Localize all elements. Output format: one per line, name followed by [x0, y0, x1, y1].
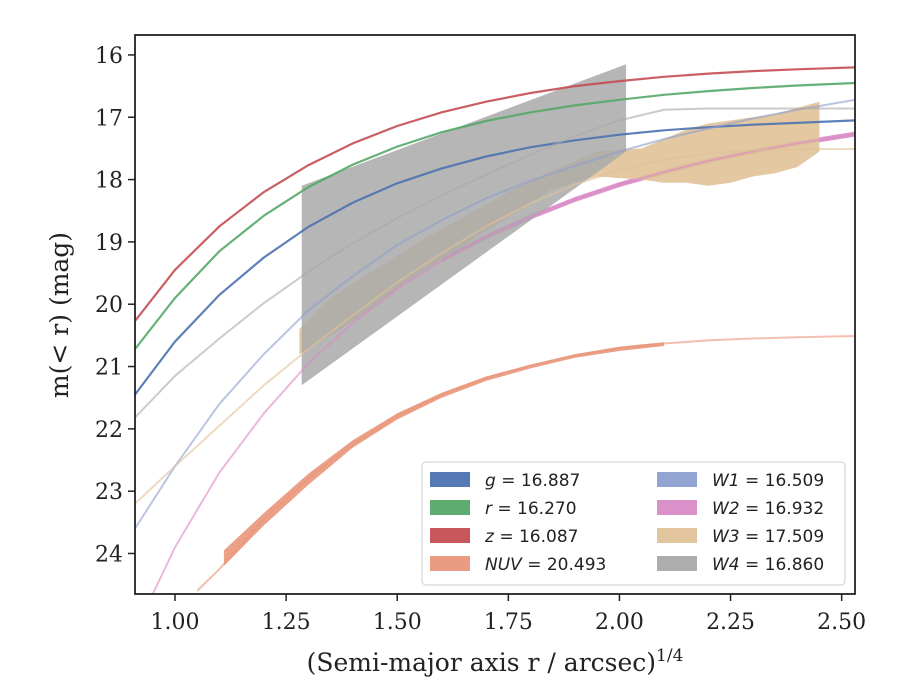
y-tick-label: 17 [95, 106, 123, 131]
fit-line-z [135, 66, 855, 322]
y-tick-label: 23 [95, 480, 123, 505]
fit-line-w1 [135, 98, 855, 530]
y-axis-title: m(< r) (mag) [45, 232, 74, 398]
legend-swatch-w2 [657, 500, 697, 515]
x-axis-title: (Semi-major axis r / arcsec)1/4 [307, 646, 684, 677]
x-tick-label: 1.00 [151, 610, 200, 635]
legend-swatch-r [430, 500, 470, 515]
legend-swatch-w4 [657, 556, 697, 571]
legend-box [421, 461, 846, 586]
y-tick-label: 22 [95, 418, 123, 443]
fit-line-w4 [135, 107, 855, 419]
legend-label-z: z = 16.087 [484, 527, 578, 547]
legend-swatch-z [430, 528, 470, 543]
y-tick-label: 24 [95, 542, 123, 567]
legend-swatch-nuv [430, 556, 470, 571]
y-tick-label: 18 [95, 169, 123, 194]
x-tick-label: 1.75 [484, 610, 533, 635]
y-tick-label: 21 [95, 356, 123, 381]
axes: 1.00 1.25 1.50 1.75 2.00 2.25 2.50 16 17 18 19 20 21… [95, 34, 866, 635]
fit-line-w3 [135, 148, 855, 505]
legend-swatch-w1 [657, 472, 697, 487]
series-lines [135, 66, 855, 594]
legend: g = 16.887 r = 16.270 z = 16.087 NUV = 20.4… [421, 461, 846, 586]
legend-label-g: g = 16.887 [485, 471, 580, 491]
fit-line-r [135, 81, 855, 350]
y-tick-label: 20 [95, 293, 123, 318]
x-tick-label: 2.00 [595, 610, 644, 635]
legend-label-r: r = 16.270 [485, 499, 577, 519]
legend-label-w1: W1 = 16.509 [712, 471, 824, 491]
x-tick-label: 2.25 [706, 610, 755, 635]
legend-swatch-g [430, 472, 470, 487]
fit-line-nuv [196, 335, 855, 592]
legend-swatch-w3 [657, 528, 697, 543]
legend-label-w4: W4 = 16.860 [712, 555, 824, 575]
fit-line-w2 [151, 133, 855, 594]
x-tick-label: 1.50 [373, 610, 422, 635]
plot-frame [134, 34, 856, 595]
y-tick-label: 19 [95, 231, 123, 256]
x-tick-label: 1.25 [262, 610, 311, 635]
legend-label-nuv: NUV = 20.493 [485, 555, 606, 575]
legend-label-w2: W2 = 16.932 [712, 499, 824, 519]
x-tick-label: 2.50 [817, 610, 866, 635]
legend-label-w3: W3 = 17.509 [712, 527, 824, 547]
fit-line-g [135, 119, 855, 396]
y-tick-label: 16 [95, 44, 123, 69]
